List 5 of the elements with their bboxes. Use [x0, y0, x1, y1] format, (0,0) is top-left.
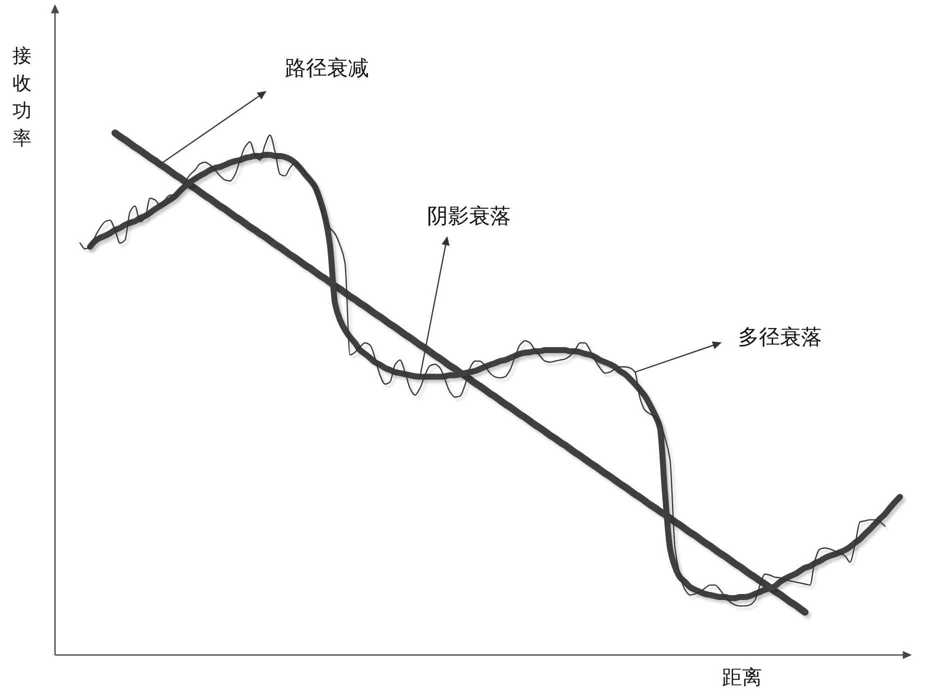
annotation: 阴影衰落	[427, 204, 511, 228]
y-axis-title: 接收功率	[12, 45, 32, 150]
x-axis-title: 距离	[722, 665, 762, 689]
annotation: 多径衰落	[738, 325, 822, 349]
annotation: 路径衰减	[285, 56, 369, 80]
